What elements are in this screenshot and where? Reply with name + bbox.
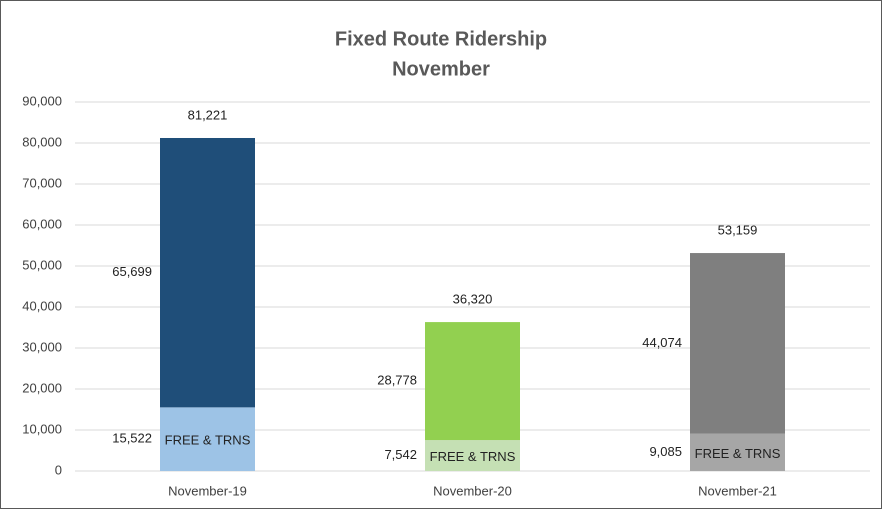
y-tick-label: 10,000 — [22, 421, 62, 436]
value-label: 9,085 — [649, 444, 682, 459]
y-tick-label: 50,000 — [22, 257, 62, 272]
bar-segment — [425, 440, 520, 471]
y-tick-label: 90,000 — [22, 93, 62, 108]
bar-segment — [160, 407, 255, 471]
y-tick-label: 30,000 — [22, 339, 62, 354]
chart-title: Fixed Route Ridership — [335, 28, 547, 50]
total-label: 53,159 — [718, 222, 758, 237]
value-label: 44,074 — [642, 335, 682, 350]
y-tick-label: 60,000 — [22, 216, 62, 231]
value-label: 15,522 — [112, 431, 152, 446]
segment-name: FREE & TRNS — [695, 446, 781, 461]
bar-segment — [425, 322, 520, 441]
x-tick-label: November-19 — [168, 483, 247, 498]
y-tick-label: 80,000 — [22, 134, 62, 149]
segment-name: FREE & TRNS — [165, 433, 251, 448]
bar-segment — [160, 137, 255, 408]
y-tick-label: 70,000 — [22, 175, 62, 190]
bar-segment — [690, 433, 785, 471]
x-tick-label: November-21 — [698, 483, 777, 498]
value-label: 7,542 — [384, 447, 417, 462]
bar-segment — [690, 253, 785, 434]
y-tick-label: 20,000 — [22, 380, 62, 395]
x-tick-label: November-20 — [433, 483, 512, 498]
total-label: 81,221 — [188, 107, 228, 122]
value-label: 28,778 — [377, 373, 417, 388]
segment-name: FREE & TRNS — [430, 449, 516, 464]
y-tick-label: 40,000 — [22, 298, 62, 313]
value-label: 65,699 — [112, 264, 152, 279]
y-tick-label: 0 — [55, 462, 62, 477]
total-label: 36,320 — [453, 292, 493, 307]
chart-subtitle: November — [392, 58, 490, 80]
